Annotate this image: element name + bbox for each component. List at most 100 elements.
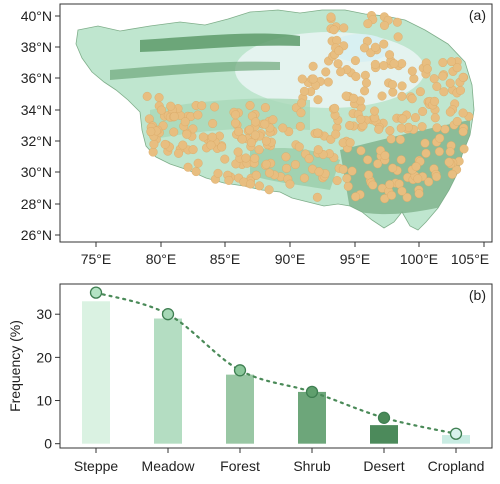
site-dot [349,93,359,103]
site-dot [389,59,399,69]
site-dot [206,140,216,150]
site-dot [373,159,383,169]
x-tick-label-meadow: Meadow [142,458,196,474]
site-dot [388,163,398,173]
site-dot [331,129,341,139]
site-dot [363,19,373,29]
site-dot [407,94,417,104]
site-dot [432,123,442,133]
bar-desert [370,425,398,444]
site-dot [445,107,455,117]
site-dot [430,113,440,123]
site-dot [360,86,370,96]
site-dot [359,43,369,53]
site-dot [321,67,331,77]
dot-desert [377,411,391,424]
trend-line [94,291,458,435]
site-dot [313,128,323,138]
site-dot [440,124,450,134]
site-dot [434,147,444,157]
site-dot [268,115,278,125]
bar-steppe [82,301,110,444]
site-dot [339,23,349,33]
site-dot [308,61,318,71]
site-dot [385,50,395,60]
site-dot [397,91,407,101]
site-dot [234,127,244,137]
site-dot [361,78,371,88]
site-dot [456,85,466,95]
site-dot [285,179,295,189]
site-dot [260,103,270,113]
bars [82,301,470,444]
site-dot [230,118,240,128]
site-dot [379,61,389,71]
lat-tick-28: 28°N [21,196,52,212]
lat-tick-30: 30°N [21,164,52,180]
site-dot [294,142,304,152]
site-dot [356,114,366,124]
site-dot [385,180,395,190]
site-dot [245,100,255,110]
site-dot [395,135,405,145]
latitude-axis: 40°N 38°N 36°N 34°N 32°N 30°N 28°N 26°N [21,8,60,243]
site-dot [343,181,353,191]
site-dot [410,113,420,123]
site-dot [193,110,203,120]
site-dot [345,120,355,130]
site-dot [261,159,271,169]
site-dot [297,98,307,108]
site-dot [380,151,390,161]
chart-frame [59,283,493,449]
site-dot [213,168,223,178]
site-dot [254,145,264,155]
site-dot [387,190,397,200]
site-dot [295,121,305,131]
lon-tick-105: 105°E [451,251,489,267]
y-axis: 0 10 20 30 [36,306,60,452]
site-dot [299,86,309,96]
forest-band-north [140,33,300,52]
site-dot [429,74,439,84]
site-dot [445,78,455,88]
site-dot [208,119,218,129]
site-dot [174,148,184,158]
site-dot [385,126,395,136]
dot-cropland [449,427,463,440]
site-dot [336,67,346,77]
site-dot [332,35,342,45]
site-dot [398,114,408,124]
site-dot [312,192,322,202]
site-dot [458,127,468,137]
site-dot [374,124,384,134]
site-dot [363,155,373,165]
site-dot [245,179,255,189]
map-panel: (a) [21,3,493,267]
lat-tick-40: 40°N [21,8,52,24]
panel-label-a: (a) [469,7,486,23]
site-dot [254,181,264,191]
site-dot [183,162,193,172]
site-dot [447,57,457,67]
site-dot [333,59,343,69]
site-dot [149,139,159,149]
y-tick-label: 10 [36,393,52,409]
site-dot [379,20,389,30]
site-dot [207,132,217,142]
site-dot [299,173,309,183]
site-dot [377,91,387,101]
bar-forest [226,374,254,444]
site-dot [430,96,440,106]
site-dot [424,177,434,187]
site-dots [142,10,474,204]
site-dot [350,56,360,66]
site-dot [411,162,421,172]
site-dot [217,142,227,152]
site-dot [379,39,389,49]
site-dot [210,102,220,112]
site-dot [329,25,339,35]
site-dot [432,172,442,182]
site-dot [435,133,445,143]
lat-tick-34: 34°N [21,102,52,118]
map-frame [59,3,493,243]
